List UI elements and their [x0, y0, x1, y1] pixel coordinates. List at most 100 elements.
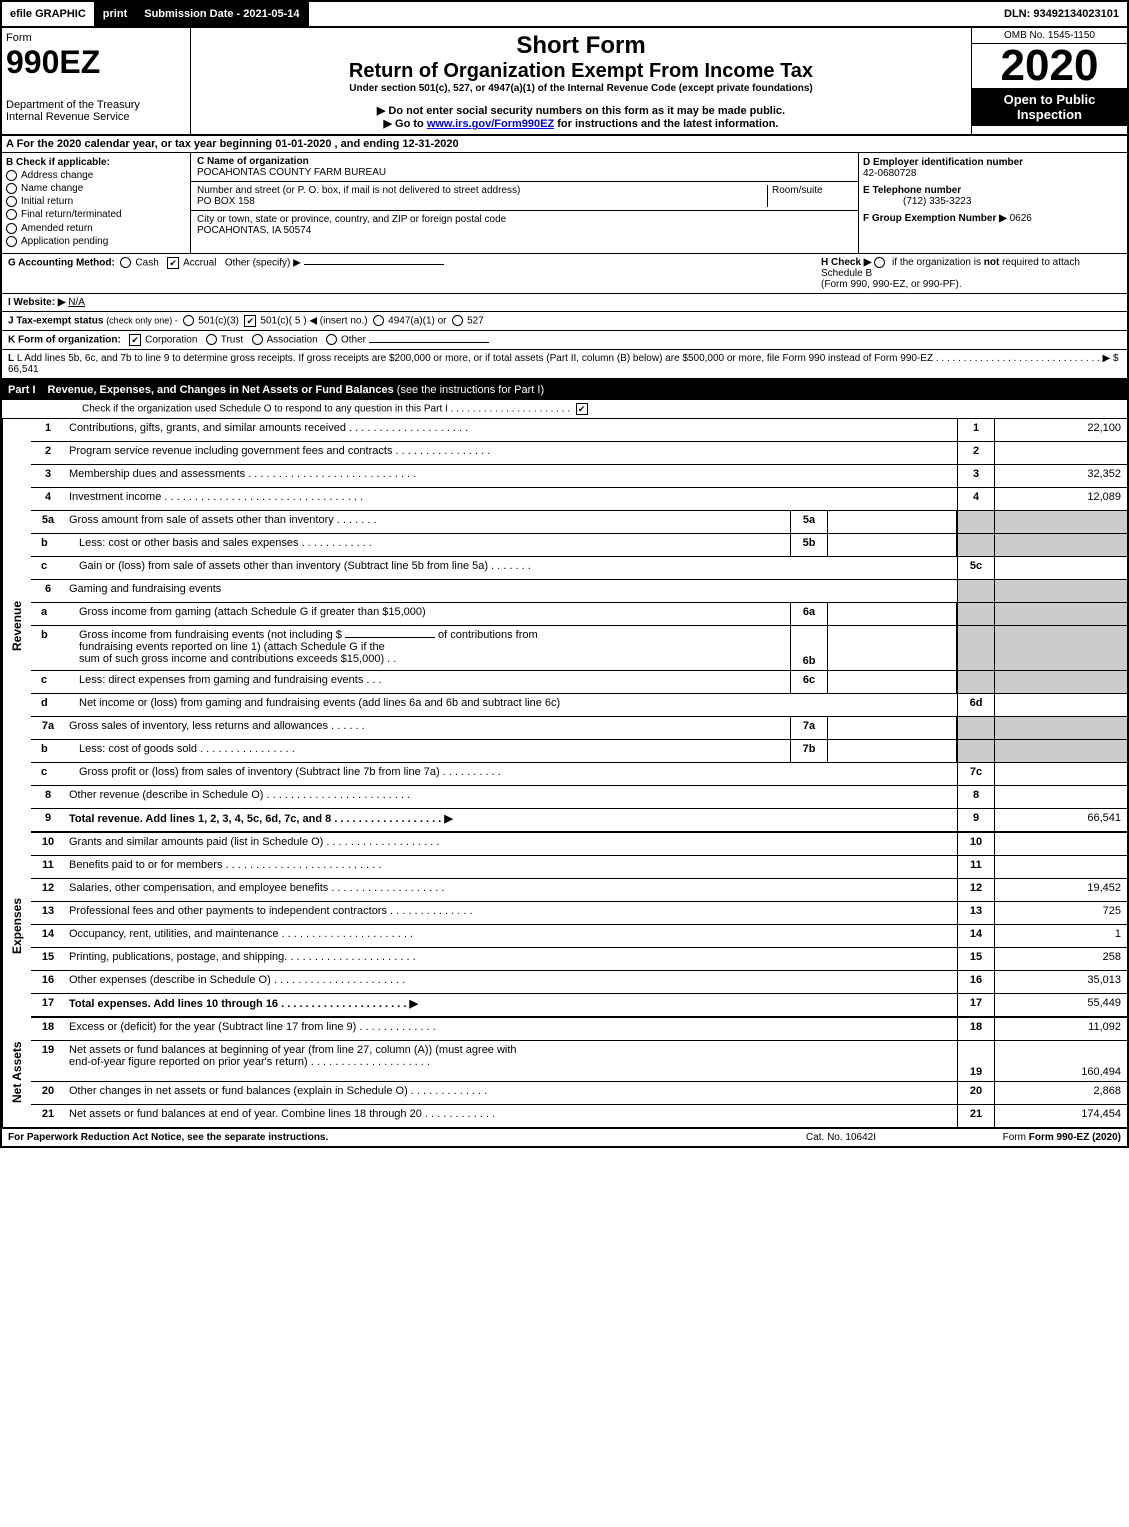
line-18-val: 11,092 — [995, 1018, 1127, 1040]
g-accrual-check[interactable] — [167, 257, 179, 269]
check-application-pending[interactable]: Application pending — [6, 236, 186, 247]
goto-pre: ▶ Go to — [384, 118, 427, 130]
line-10-rn: 10 — [957, 833, 995, 855]
line-17-num: 17 — [31, 994, 65, 1016]
irs-link[interactable]: www.irs.gov/Form990EZ — [427, 118, 554, 130]
header-middle: Short Form Return of Organization Exempt… — [191, 28, 971, 134]
line-8-num: 8 — [31, 786, 65, 808]
line-5b-desc: Less: cost or other basis and sales expe… — [75, 534, 790, 556]
line-11-rn: 11 — [957, 856, 995, 878]
line-1: 1 Contributions, gifts, grants, and simi… — [31, 419, 1127, 442]
goto-post: for instructions and the latest informat… — [554, 118, 778, 130]
revenue-side-label: Revenue — [2, 419, 31, 833]
e-tel-block: E Telephone number (712) 335-3223 — [863, 185, 1123, 207]
line-7b-rn-shaded — [957, 740, 995, 762]
line-20: 20 Other changes in net assets or fund b… — [31, 1082, 1127, 1105]
d-ein-block: D Employer identification number 42-0680… — [863, 157, 1123, 179]
line-3-rn: 3 — [957, 465, 995, 487]
line-4-rn: 4 — [957, 488, 995, 510]
footer-left: For Paperwork Reduction Act Notice, see … — [8, 1132, 741, 1143]
k-assoc-radio[interactable] — [252, 334, 263, 345]
line-21-val: 174,454 — [995, 1105, 1127, 1127]
open-inspection: Open to Public Inspection — [972, 88, 1127, 126]
info-grid: B Check if applicable: Address change Na… — [0, 153, 1129, 254]
line-20-rn: 20 — [957, 1082, 995, 1104]
line-19: 19 Net assets or fund balances at beginn… — [31, 1041, 1127, 1082]
line-8: 8 Other revenue (describe in Schedule O)… — [31, 786, 1127, 809]
line-6b-d2: of contributions from — [438, 629, 538, 641]
j-527-radio[interactable] — [452, 315, 463, 326]
check-name-change[interactable]: Name change — [6, 183, 186, 194]
line-7c-num: c — [31, 763, 75, 785]
line-7a: 7a Gross sales of inventory, less return… — [31, 717, 1127, 740]
efile-text: efile GRAPHIC — [10, 8, 86, 20]
line-3: 3 Membership dues and assessments . . . … — [31, 465, 1127, 488]
g-other-input[interactable] — [304, 264, 444, 265]
line-16-val: 35,013 — [995, 971, 1127, 993]
line-13-desc: Professional fees and other payments to … — [65, 902, 957, 924]
org-name: POCAHONTAS COUNTY FARM BUREAU — [197, 167, 386, 178]
line-6b-d4: sum of such gross income and contributio… — [79, 653, 396, 665]
line-5c: c Gain or (loss) from sale of assets oth… — [31, 557, 1127, 580]
line-7c-val — [995, 763, 1127, 785]
g-cash-label: Cash — [135, 257, 158, 268]
row-g-h: G Accounting Method: Cash Accrual Other … — [0, 254, 1129, 294]
line-5a: 5a Gross amount from sale of assets othe… — [31, 511, 1127, 534]
line-18-num: 18 — [31, 1018, 65, 1040]
irs-label: Internal Revenue Service — [6, 111, 186, 123]
line-20-val: 2,868 — [995, 1082, 1127, 1104]
j-501c-check[interactable] — [244, 315, 256, 327]
line-6b-mid-val — [828, 626, 957, 670]
line-6a-desc: Gross income from gaming (attach Schedul… — [75, 603, 790, 625]
line-6c-desc: Less: direct expenses from gaming and fu… — [75, 671, 790, 693]
h-forms: (Form 990, 990-EZ, or 990-PF). — [821, 279, 962, 290]
check-initial-return-label: Initial return — [21, 196, 73, 207]
line-6d: d Net income or (loss) from gaming and f… — [31, 694, 1127, 717]
check-address-change[interactable]: Address change — [6, 170, 186, 181]
h-pre: H Check ▶ — [821, 257, 874, 268]
form-number: 990EZ — [6, 44, 186, 81]
c-addr-label: Number and street (or P. O. box, if mail… — [197, 185, 520, 196]
line-3-num: 3 — [31, 465, 65, 487]
line-3-val: 32,352 — [995, 465, 1127, 487]
line-6-val-shaded — [995, 580, 1127, 602]
line-3-desc: Membership dues and assessments . . . . … — [65, 465, 957, 487]
row-a-tax-year: A For the 2020 calendar year, or tax yea… — [0, 136, 1129, 153]
page-footer: For Paperwork Reduction Act Notice, see … — [0, 1129, 1129, 1148]
check-final-return[interactable]: Final return/terminated — [6, 209, 186, 220]
k-corp-label: Corporation — [145, 335, 197, 346]
h-checkbox[interactable] — [874, 257, 885, 268]
check-initial-return[interactable]: Initial return — [6, 196, 186, 207]
j-sub: (check only one) - — [106, 316, 178, 326]
line-6a-rn-shaded — [957, 603, 995, 625]
line-17-rn: 17 — [957, 994, 995, 1016]
l-text: L Add lines 5b, 6c, and 7b to line 9 to … — [17, 353, 1119, 364]
line-20-num: 20 — [31, 1082, 65, 1104]
k-other-radio[interactable] — [326, 334, 337, 345]
g-label: G Accounting Method: — [8, 257, 115, 268]
k-other-input[interactable] — [369, 342, 489, 343]
check-amended-return[interactable]: Amended return — [6, 223, 186, 234]
part-1-title: Revenue, Expenses, and Changes in Net As… — [48, 384, 545, 396]
line-10: 10 Grants and similar amounts paid (list… — [31, 833, 1127, 856]
k-corp-check[interactable] — [129, 334, 141, 346]
line-6b-num: b — [31, 626, 75, 670]
line-6: 6 Gaming and fundraising events — [31, 580, 1127, 603]
line-6b-blank[interactable] — [345, 637, 435, 638]
k-trust-radio[interactable] — [206, 334, 217, 345]
line-7c: c Gross profit or (loss) from sales of i… — [31, 763, 1127, 786]
line-7a-val-shaded — [995, 717, 1127, 739]
k-other-label: Other — [341, 335, 366, 346]
j-4947-radio[interactable] — [373, 315, 384, 326]
col-b-checks: B Check if applicable: Address change Na… — [2, 153, 191, 253]
line-7a-num: 7a — [31, 717, 65, 739]
print-button[interactable]: print — [95, 2, 136, 26]
g-cash-radio[interactable] — [120, 257, 131, 268]
j-501c3-radio[interactable] — [183, 315, 194, 326]
return-title: Return of Organization Exempt From Incom… — [195, 60, 967, 83]
line-6d-val — [995, 694, 1127, 716]
part-1-schedule-o-check[interactable] — [576, 403, 588, 415]
line-1-desc: Contributions, gifts, grants, and simila… — [65, 419, 957, 441]
line-13-rn: 13 — [957, 902, 995, 924]
j-501c-label: 501(c)( 5 ) ◀ (insert no.) — [260, 316, 367, 327]
